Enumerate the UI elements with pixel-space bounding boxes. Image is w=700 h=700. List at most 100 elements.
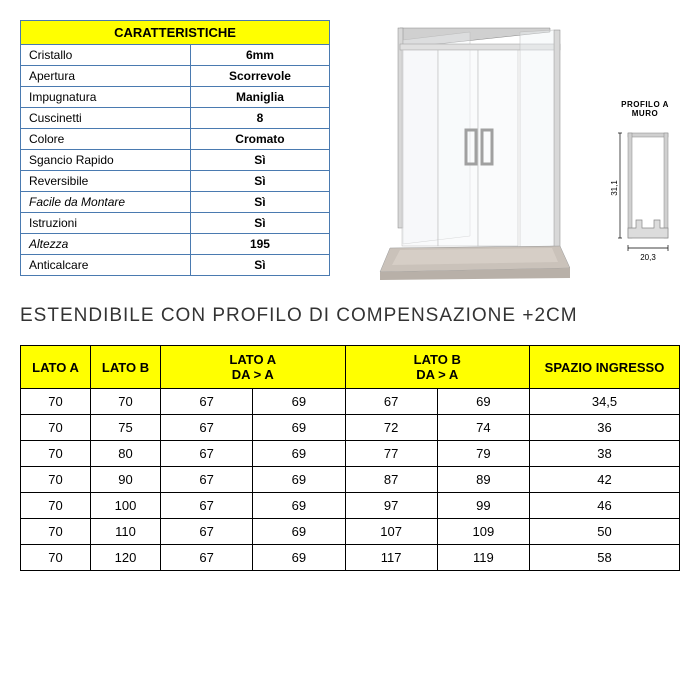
dims-cell: 120 — [91, 545, 161, 571]
extension-banner: ESTENDIBILE CON PROFILO DI COMPENSAZIONE… — [20, 305, 680, 327]
dims-cell: 70 — [91, 389, 161, 415]
spec-label: Cristallo — [21, 45, 191, 66]
dims-cell: 79 — [437, 441, 529, 467]
dims-row: 701006769979946 — [21, 493, 680, 519]
spec-row: Sgancio RapidoSì — [21, 150, 330, 171]
spec-row: IstruzioniSì — [21, 213, 330, 234]
dims-cell: 75 — [91, 415, 161, 441]
dims-header-lato-b: LATO B — [91, 346, 161, 389]
dims-cell: 67 — [161, 415, 253, 441]
dimensions-table: LATO A LATO B LATO A DA > A LATO B DA > … — [20, 345, 680, 571]
spec-row: Altezza195 — [21, 234, 330, 255]
dims-cell: 69 — [253, 467, 345, 493]
dims-cell: 97 — [345, 493, 437, 519]
dims-cell: 89 — [437, 467, 529, 493]
spec-label: Anticalcare — [21, 255, 191, 276]
dims-cell: 70 — [21, 441, 91, 467]
dims-cell: 109 — [437, 519, 529, 545]
dims-cell: 110 — [91, 519, 161, 545]
dims-cell: 70 — [21, 493, 91, 519]
spec-label: Sgancio Rapido — [21, 150, 191, 171]
dims-cell: 69 — [253, 493, 345, 519]
spec-label: Altezza — [21, 234, 191, 255]
dims-cell: 99 — [437, 493, 529, 519]
dims-cell: 70 — [21, 467, 91, 493]
dims-cell: 69 — [253, 441, 345, 467]
wall-profile-section: PROFILO A MURO 31,1 20,3 — [610, 100, 680, 273]
spec-row: ReversibileSì — [21, 171, 330, 192]
dims-cell: 42 — [530, 467, 680, 493]
profile-label: PROFILO A MURO — [610, 100, 680, 118]
spec-value: Sì — [190, 150, 329, 171]
spec-value: Scorrevole — [190, 66, 329, 87]
spec-value: 195 — [190, 234, 329, 255]
spec-value: Sì — [190, 213, 329, 234]
dims-cell: 46 — [530, 493, 680, 519]
dims-cell: 67 — [161, 467, 253, 493]
dims-header-lato-a: LATO A — [21, 346, 91, 389]
dims-cell: 77 — [345, 441, 437, 467]
spec-row: AnticalcareSì — [21, 255, 330, 276]
dims-cell: 38 — [530, 441, 680, 467]
spec-label: Istruzioni — [21, 213, 191, 234]
dims-cell: 74 — [437, 415, 529, 441]
dims-cell: 70 — [21, 415, 91, 441]
spec-value: Cromato — [190, 129, 329, 150]
dims-cell: 119 — [437, 545, 529, 571]
spec-label: Impugnatura — [21, 87, 191, 108]
dims-cell: 50 — [530, 519, 680, 545]
dims-row: 70110676910710950 — [21, 519, 680, 545]
dims-cell: 90 — [91, 467, 161, 493]
dims-cell: 67 — [161, 545, 253, 571]
dims-cell: 70 — [21, 545, 91, 571]
dims-cell: 67 — [161, 519, 253, 545]
dims-row: 70806769777938 — [21, 441, 680, 467]
dims-header-range-a: LATO A DA > A — [161, 346, 346, 389]
dims-body: 70706769676934,5707567697274367080676977… — [21, 389, 680, 571]
dims-cell: 72 — [345, 415, 437, 441]
dims-cell: 34,5 — [530, 389, 680, 415]
spec-row: ImpugnaturaManiglia — [21, 87, 330, 108]
spec-value: Maniglia — [190, 87, 329, 108]
dims-cell: 69 — [253, 519, 345, 545]
spec-value: 8 — [190, 108, 329, 129]
spec-row: Cristallo6mm — [21, 45, 330, 66]
dims-row: 70906769878942 — [21, 467, 680, 493]
dims-cell: 58 — [530, 545, 680, 571]
spec-value: Sì — [190, 171, 329, 192]
spec-label: Colore — [21, 129, 191, 150]
spec-row: ColoreCromato — [21, 129, 330, 150]
dims-cell: 87 — [345, 467, 437, 493]
dims-cell: 69 — [253, 389, 345, 415]
spec-value: Sì — [190, 255, 329, 276]
spec-value: Sì — [190, 192, 329, 213]
profile-diagram: 31,1 20,3 — [610, 128, 680, 268]
spec-label: Facile da Montare — [21, 192, 191, 213]
dims-cell: 67 — [345, 389, 437, 415]
svg-text:31,1: 31,1 — [610, 180, 619, 196]
dims-cell: 67 — [161, 389, 253, 415]
dims-header-ingresso: SPAZIO INGRESSO — [530, 346, 680, 389]
shower-enclosure-illustration — [370, 20, 570, 280]
dims-cell: 69 — [253, 545, 345, 571]
dims-cell: 67 — [161, 493, 253, 519]
svg-text:20,3: 20,3 — [640, 253, 656, 262]
dims-row: 70756769727436 — [21, 415, 680, 441]
dims-row: 70120676911711958 — [21, 545, 680, 571]
spec-row: Facile da MontareSì — [21, 192, 330, 213]
dims-cell: 70 — [21, 519, 91, 545]
spec-value: 6mm — [190, 45, 329, 66]
dims-cell: 107 — [345, 519, 437, 545]
spec-header: CARATTERISTICHE — [21, 21, 330, 45]
spec-label: Apertura — [21, 66, 191, 87]
dims-cell: 69 — [437, 389, 529, 415]
dims-cell: 80 — [91, 441, 161, 467]
dims-cell: 70 — [21, 389, 91, 415]
product-image-area: PROFILO A MURO 31,1 20,3 — [350, 20, 680, 280]
spec-body: Cristallo6mmAperturaScorrevoleImpugnatur… — [21, 45, 330, 276]
spec-label: Reversibile — [21, 171, 191, 192]
top-section: CARATTERISTICHE Cristallo6mmAperturaScor… — [20, 20, 680, 280]
dims-cell: 100 — [91, 493, 161, 519]
spec-label: Cuscinetti — [21, 108, 191, 129]
dims-header-range-b: LATO B DA > A — [345, 346, 530, 389]
